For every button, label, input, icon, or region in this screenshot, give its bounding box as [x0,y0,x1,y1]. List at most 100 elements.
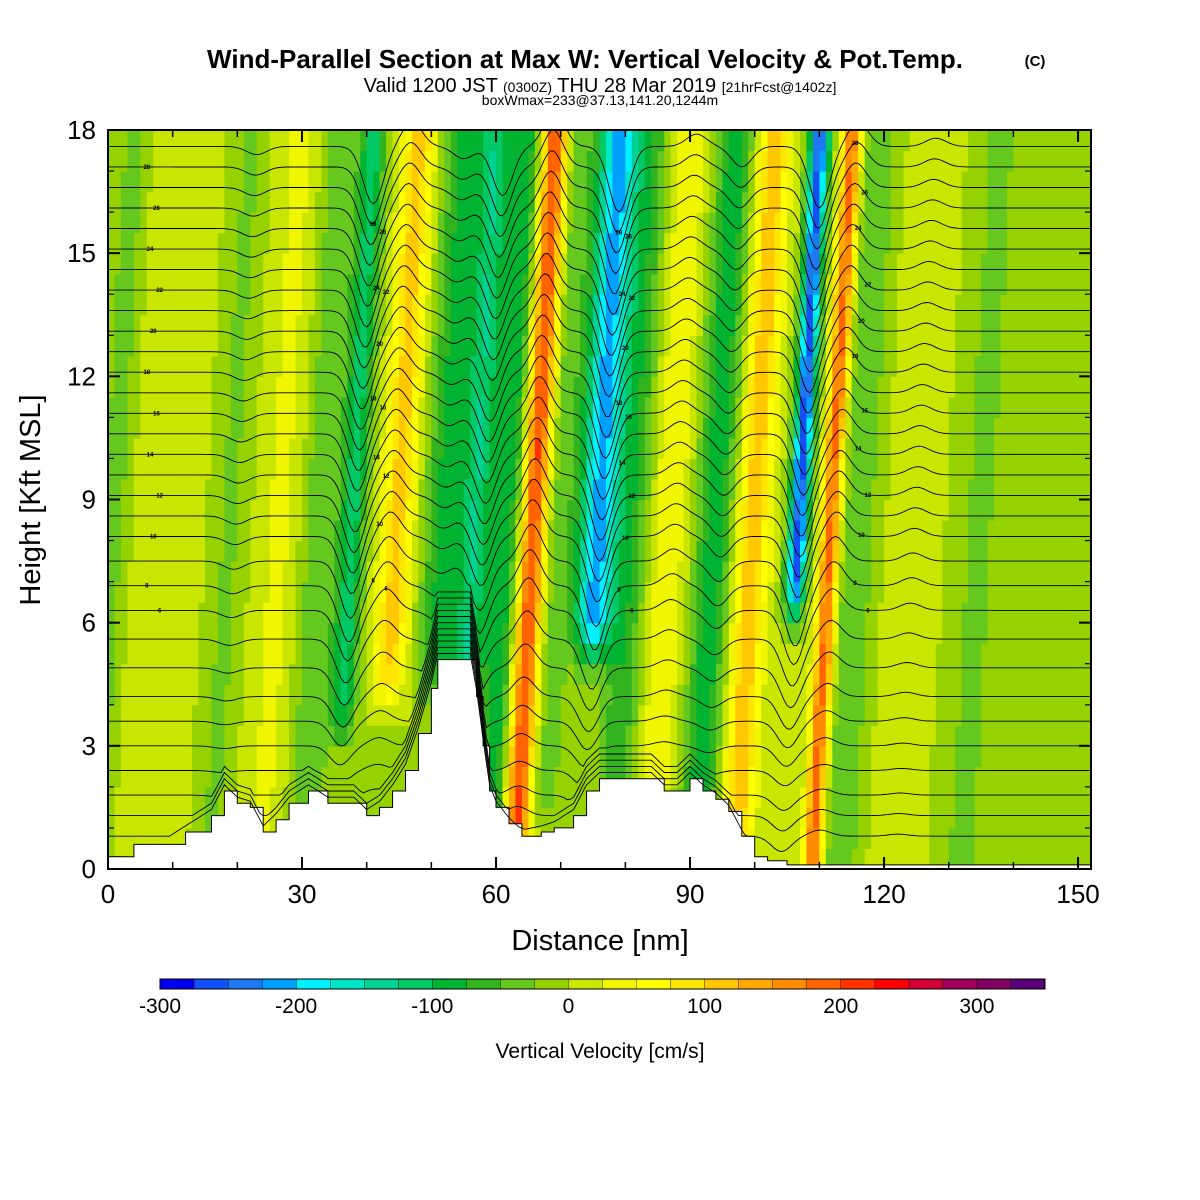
field-cell [955,274,962,295]
field-cell [994,151,1001,172]
field-cell [658,274,665,295]
field-cell [257,274,264,295]
field-cell [651,623,658,644]
field-cell [574,212,581,233]
field-cell [153,335,160,356]
field-cell [865,233,872,254]
field-cell [703,315,710,336]
field-cell [250,705,257,726]
field-cell [981,171,988,192]
field-cell [231,397,238,418]
field-cell [121,438,128,459]
field-cell [451,602,458,623]
field-cell [328,192,335,213]
field-cell [962,766,969,787]
field-cell [283,479,290,500]
field-cell [535,684,542,705]
field-cell [134,335,141,356]
field-cell [574,684,581,705]
field-cell [108,705,115,726]
field-cell [205,376,212,397]
field-cell [884,356,891,377]
field-cell [212,458,219,479]
field-cell [192,623,199,644]
field-cell [878,828,885,849]
field-cell [942,828,949,849]
field-cell [968,212,975,233]
field-cell [237,561,244,582]
field-cell [942,623,949,644]
field-cell [871,643,878,664]
field-cell [761,253,768,274]
field-cell [386,643,393,664]
field-cell [645,171,652,192]
field-cell [263,458,270,479]
field-cell [554,500,561,521]
field-cell [988,397,995,418]
field-cell [632,520,639,541]
field-cell [684,192,691,213]
field-cell [638,335,645,356]
field-cell [328,520,335,541]
field-cell [735,438,742,459]
field-cell [865,684,872,705]
field-cell [567,315,574,336]
field-cell [121,479,128,500]
field-cell [975,397,982,418]
field-cell [134,171,141,192]
field-cell [115,438,122,459]
field-cell [729,130,736,151]
field-cell [748,684,755,705]
field-cell [593,274,600,295]
field-cell [166,171,173,192]
field-cell [929,130,936,151]
field-cell [891,192,898,213]
field-cell [367,376,374,397]
field-cell [309,479,316,500]
field-cell [115,130,122,151]
field-cell [160,171,167,192]
field-cell [625,684,632,705]
field-cell [768,561,775,582]
field-cell [309,541,316,562]
field-cell [302,664,309,685]
field-cell [755,684,762,705]
field-cell [276,458,283,479]
field-cell [968,643,975,664]
field-cell [703,151,710,172]
field-cell [367,684,374,705]
field-cell [393,253,400,274]
field-cell [748,664,755,685]
field-cell [645,335,652,356]
field-cell [283,623,290,644]
field-cell [684,335,691,356]
field-cell [878,253,885,274]
field-cell [412,438,419,459]
field-cell [988,725,995,746]
field-cell [884,807,891,828]
field-cell [289,643,296,664]
field-cell [845,171,852,192]
field-cell [270,602,277,623]
field-cell [722,500,729,521]
field-cell [283,335,290,356]
field-cell [244,151,251,172]
field-cell [166,705,173,726]
field-cell [845,479,852,500]
field-cell [166,151,173,172]
field-cell [309,623,316,644]
field-cell [127,561,134,582]
field-cell [755,807,762,828]
field-cell [121,705,128,726]
field-cell [373,582,380,603]
field-cell [535,746,542,767]
field-cell [115,151,122,172]
field-cell [296,623,303,644]
field-cell [283,520,290,541]
field-cell [645,356,652,377]
field-cell [296,582,303,603]
field-cell [166,643,173,664]
field-cell [296,725,303,746]
field-cell [910,479,917,500]
field-cell [554,623,561,644]
